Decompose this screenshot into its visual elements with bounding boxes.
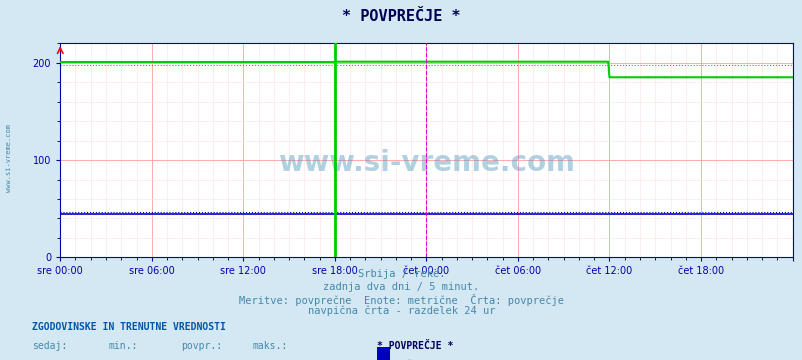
Text: * POVPREČJE *: * POVPREČJE * [342, 9, 460, 24]
Text: povpr.:: povpr.: [180, 341, 221, 351]
Text: zadnja dva dni / 5 minut.: zadnja dva dni / 5 minut. [323, 282, 479, 292]
Text: * POVPREČJE *: * POVPREČJE * [377, 341, 453, 351]
Text: www.si-vreme.com: www.si-vreme.com [277, 149, 574, 177]
Text: Meritve: povprečne  Enote: metrične  Črta: povprečje: Meritve: povprečne Enote: metrične Črta:… [239, 294, 563, 306]
Text: www.si-vreme.com: www.si-vreme.com [6, 125, 12, 192]
Text: navpična črta - razdelek 24 ur: navpična črta - razdelek 24 ur [307, 306, 495, 316]
Text: Srbija / reke.: Srbija / reke. [358, 269, 444, 279]
Text: min.:: min.: [108, 341, 138, 351]
Text: sedaj:: sedaj: [32, 341, 67, 351]
Text: maks.:: maks.: [253, 341, 288, 351]
Text: ZGODOVINSKE IN TRENUTNE VREDNOSTI: ZGODOVINSKE IN TRENUTNE VREDNOSTI [32, 322, 225, 332]
